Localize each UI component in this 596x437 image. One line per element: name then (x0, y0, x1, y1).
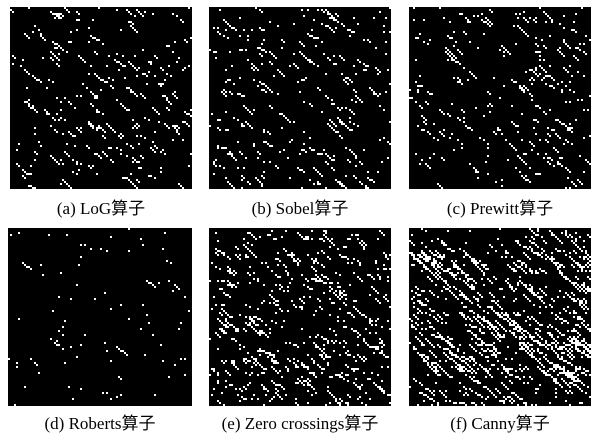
panel: (e) Zero crossings算子 (209, 228, 391, 433)
panel: (f) Canny算子 (409, 228, 591, 433)
panel-image (8, 228, 192, 406)
panel-caption: (d) Roberts算子 (45, 414, 156, 433)
panel-caption: (e) Zero crossings算子 (222, 414, 379, 433)
figure: (a) LoG算子 (b) Sobel算子 (c) Prewitt算子 (d) Rob… (0, 0, 596, 437)
panel-caption: (f) Canny算子 (450, 414, 550, 433)
panel-image (209, 7, 391, 189)
panel-caption: (b) Sobel算子 (252, 199, 349, 218)
panel: (d) Roberts算子 (8, 228, 192, 433)
panel-caption: (c) Prewitt算子 (447, 199, 553, 218)
panel: (a) LoG算子 (10, 7, 192, 218)
panel-caption: (a) LoG算子 (57, 199, 145, 218)
panel: (b) Sobel算子 (209, 7, 391, 218)
panel: (c) Prewitt算子 (409, 7, 591, 218)
panel-image (10, 7, 192, 189)
